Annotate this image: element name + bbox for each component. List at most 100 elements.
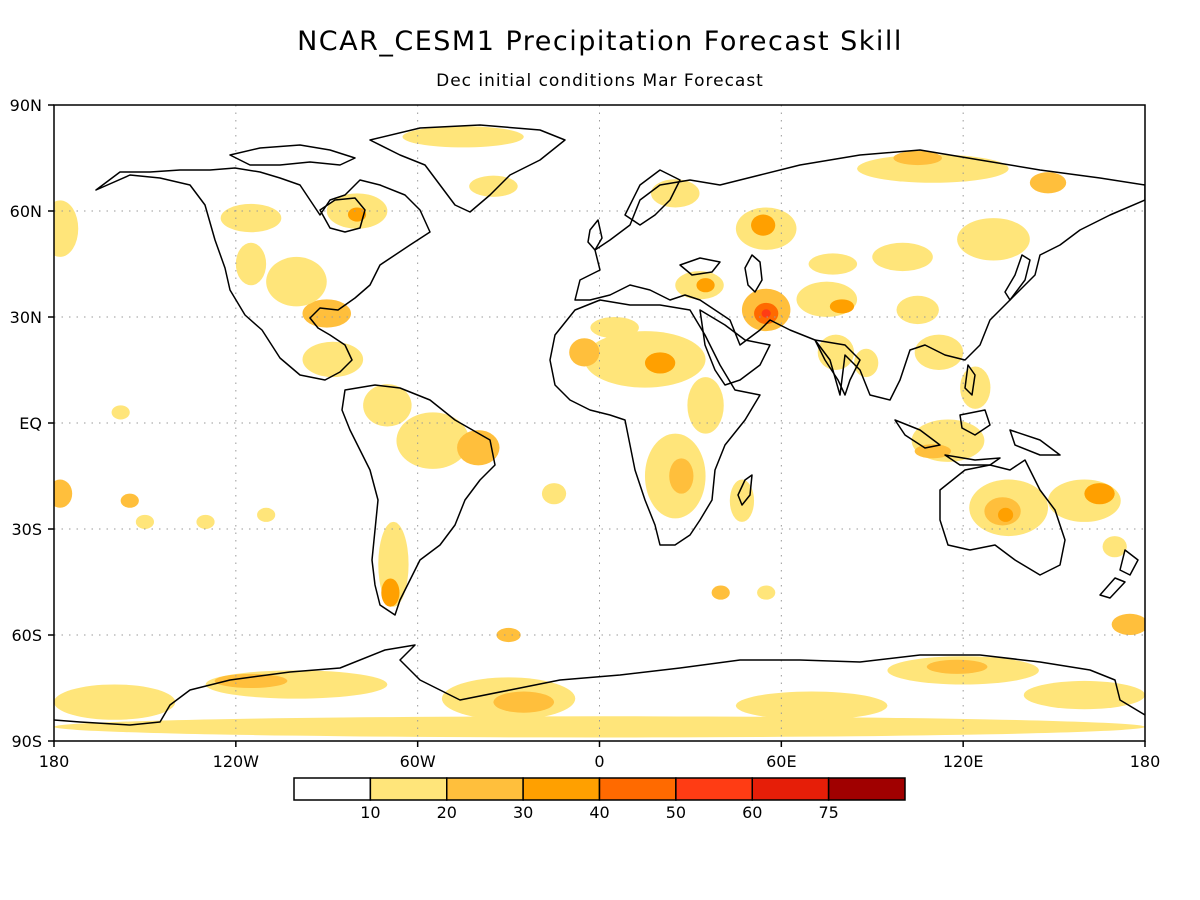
skill-region-patagonia-core [381,578,400,607]
coast-philippines [964,364,976,396]
coast-arctic-islands [229,144,356,166]
skill-region-scandinavia [651,179,700,208]
colorbar-label: 40 [589,803,609,822]
skill-region-amazon [396,412,470,469]
skill-region-us-plains [266,256,327,307]
skill-region-russian-fareast [957,218,1030,261]
skill-region-siberia-north [857,154,1009,183]
colorbar-swatch [827,777,906,801]
lat-label: EQ [19,414,42,433]
coast-caspian-sea [744,254,763,293]
coast-japan [1004,254,1031,301]
coast-eurasia [574,149,1145,401]
skill-region-tibet [829,299,855,314]
skill-region-us-west [235,242,267,286]
lat-label: 90S [11,732,42,751]
skill-region-gulf-coast [302,299,351,328]
skill-region-ross-rim [54,684,176,720]
colorbar-label: 50 [666,803,686,822]
colorbar-swatch [293,777,372,801]
skill-region-greenland-east [469,175,518,197]
coast-south-america [341,384,496,616]
colorbar-label: 20 [437,803,457,822]
skill-region-taymyr [893,150,942,166]
colorbar-label: 60 [742,803,762,822]
skill-region-southern-africa-core [669,458,694,494]
colorbar-swatch [522,777,601,801]
coast-india [814,339,861,396]
skill-region-australia-hot [998,507,1014,522]
coast-madagascar [737,474,753,506]
lon-label: 120W [213,752,260,771]
colorbar-swatch [675,777,753,801]
coast-black-sea [679,257,721,276]
colorbar-swatch [446,777,524,801]
skill-region-antarctic-band [54,716,1145,738]
map-subtitle: Dec initial conditions Mar Forecast [436,71,764,91]
coast-uk [587,219,603,251]
skill-region-southern-ocean-nz [1111,613,1145,635]
skill-region-india [817,334,855,371]
coastlines [54,124,1145,726]
coast-new-guinea [1009,429,1061,456]
lon-label: 120E [943,752,984,771]
lat-label: 30N [10,308,42,327]
colorbar-swatch [369,777,448,801]
skill-region-philippines [960,366,991,409]
skill-region-pacific-south-1 [54,479,73,508]
skill-region-indian-ocean-2 [757,585,776,600]
colorbar-label: 30 [513,803,533,822]
coast-africa [549,299,761,546]
colorbar: 10 20 30 40 50 60 75 [293,777,906,822]
coast-antarctica [54,644,1145,726]
skill-region-pacific-south-4 [196,514,215,530]
skill-region-iran-hot [761,309,771,318]
lat-label: 90N [10,96,42,115]
skill-region-sahel-core [644,352,676,374]
skill-region-nw-south-america [363,384,412,427]
skill-region-north-africa [584,331,706,388]
skill-region-east-africa [687,377,724,434]
skill-region-amery [735,691,888,720]
colorbar-label: 10 [360,803,380,822]
skill-region-mali [569,338,600,367]
lat-label: 30S [11,520,42,539]
skill-region-pacific-south-5 [257,507,276,522]
lon-label: 60E [766,752,796,771]
coast-greenland [369,124,566,213]
lat-label: 60S [11,626,42,645]
lon-label: 180 [39,752,70,771]
colorbar-swatch [751,777,830,801]
skill-region-weddell-core [493,691,555,713]
map-title: NCAR_CESM1 Precipitation Forecast Skill [297,26,903,57]
skill-region-atlantic-south [496,627,521,643]
coast-north-america [95,167,431,381]
colorbar-swatch [598,777,677,801]
grid-lines [54,105,1145,741]
skill-region-victoria-land [1023,680,1145,710]
skill-region-kolyma [1029,172,1067,194]
skill-region-china-central [896,295,939,325]
coast-arabia [699,309,771,386]
skill-region-alaska-pacific [54,200,79,257]
coast-australia [939,459,1066,576]
skill-region-central-america [302,341,364,378]
skill-region-kazakhstan [808,253,858,275]
lon-label: 60W [400,752,436,771]
skill-region-turkey-core [696,278,715,293]
lon-label: 180 [1130,752,1161,771]
skill-region-mongolia [872,242,933,272]
coast-hudson-bay [319,197,366,233]
skill-region-brazil-east [457,430,500,466]
skill-region-coral-sea-core [1084,483,1115,505]
skill-region-bellingshausen-core [214,673,288,689]
skill-region-pacific-south-2 [120,493,139,508]
skill-region-canada-west [220,203,282,233]
skill-region-hawaii-area [111,405,130,420]
colorbar-label: 75 [818,803,838,822]
skill-region-pacific-south-3 [135,514,155,530]
skill-shading-layer [54,126,1145,738]
skill-region-greenland-north [402,126,524,148]
